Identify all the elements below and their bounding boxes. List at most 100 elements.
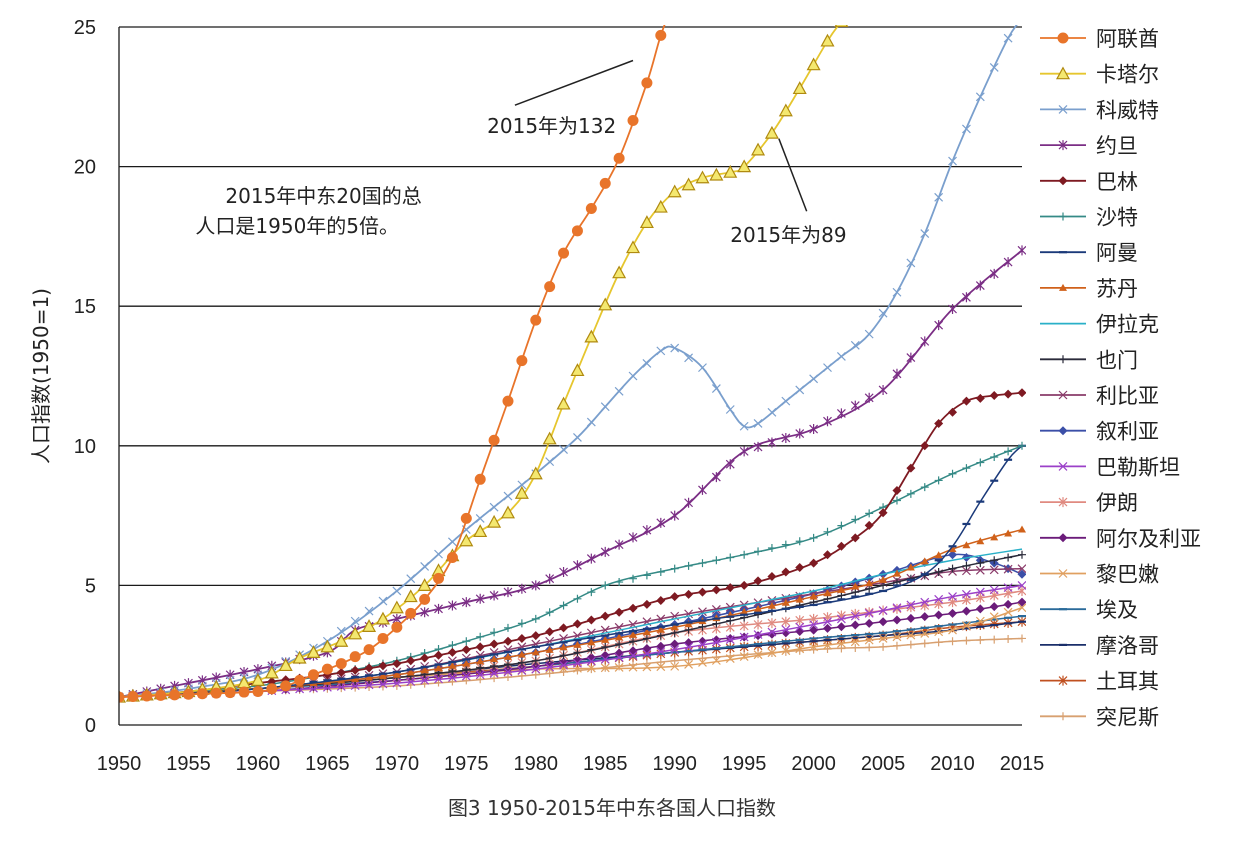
- data-point: [1003, 257, 1013, 268]
- data-point: [503, 660, 512, 669]
- data-point: [698, 658, 707, 667]
- data-point: [990, 556, 999, 565]
- data-point: [462, 637, 471, 646]
- legend-item: 土耳其: [1040, 670, 1159, 694]
- data-point: [823, 527, 832, 536]
- data-point: [460, 512, 472, 524]
- data-point: [920, 628, 930, 638]
- data-point: [892, 496, 901, 505]
- annotation-text: 2015年为89: [730, 223, 846, 247]
- data-point: [878, 384, 888, 395]
- data-point: [754, 547, 763, 556]
- data-point: [892, 287, 902, 297]
- data-point: [406, 677, 416, 687]
- data-point: [545, 573, 555, 584]
- data-point: [307, 669, 319, 681]
- data-point: [558, 247, 570, 259]
- data-point: [487, 514, 502, 528]
- data-point: [461, 671, 471, 681]
- data-point: [906, 258, 916, 268]
- data-point: [377, 632, 389, 644]
- data-point: [586, 656, 596, 666]
- legend-marker: [1058, 104, 1068, 114]
- legend-marker: [1058, 176, 1068, 186]
- data-point: [792, 81, 807, 95]
- data-point: [670, 639, 680, 649]
- data-point: [711, 604, 721, 614]
- data-point: [545, 627, 555, 637]
- legend-label: 黎巴嫩: [1096, 563, 1159, 587]
- y-tick-label: 25: [74, 17, 96, 39]
- data-point: [1018, 634, 1026, 643]
- legend-item: 黎巴嫩: [1040, 563, 1159, 587]
- data-point: [726, 553, 735, 562]
- data-point: [530, 314, 542, 326]
- data-point: [934, 638, 943, 647]
- data-point: [141, 690, 153, 702]
- legend-label: 科威特: [1096, 98, 1159, 122]
- legend: 阿联酋卡塔尔科威特约旦巴林沙特阿曼苏丹伊拉克也门利比亚叙利亚巴勒斯坦伊朗阿尔及利…: [1040, 27, 1201, 729]
- data-point: [447, 647, 457, 657]
- data-point: [836, 614, 846, 624]
- data-point: [559, 651, 568, 660]
- data-point: [975, 280, 985, 291]
- legend-label: 巴勒斯坦: [1096, 455, 1180, 479]
- data-point: [709, 167, 724, 181]
- data-point: [573, 658, 582, 668]
- data-point: [336, 626, 346, 636]
- data-point: [823, 623, 833, 633]
- data-point: [725, 583, 735, 593]
- data-point: [489, 639, 499, 649]
- data-point: [767, 627, 777, 637]
- data-point: [586, 417, 596, 427]
- data-point: [517, 583, 527, 594]
- data-point: [684, 353, 694, 363]
- data-point: [711, 656, 721, 665]
- legend-label: 摩洛哥: [1096, 634, 1159, 658]
- data-point: [572, 655, 582, 665]
- data-point: [823, 645, 832, 654]
- data-point: [865, 509, 874, 518]
- data-point: [753, 441, 763, 452]
- data-point: [573, 640, 582, 648]
- x-tick-label: 1975: [444, 753, 489, 775]
- data-point: [292, 650, 307, 664]
- data-point: [934, 627, 944, 637]
- data-point: [850, 620, 860, 630]
- data-point: [751, 142, 766, 156]
- legend-item: 巴林: [1040, 170, 1138, 194]
- annotations: 2015年为132 2015年为89 2015年中东20国的总人口是1950年的5倍…: [195, 59, 847, 247]
- data-point: [836, 352, 846, 361]
- data-point: [934, 192, 944, 202]
- data-point: [238, 686, 250, 698]
- data-point: [615, 640, 624, 649]
- data-point: [1017, 603, 1026, 613]
- data-point: [850, 611, 860, 621]
- data-point: [975, 616, 985, 626]
- data-point: [781, 646, 791, 656]
- data-point: [961, 396, 971, 406]
- data-point: [809, 620, 819, 629]
- data-point: [725, 459, 735, 470]
- data-point: [711, 472, 721, 483]
- data-point: [767, 437, 777, 448]
- data-point: [698, 654, 707, 663]
- data-point: [989, 268, 999, 279]
- data-point: [753, 419, 763, 428]
- data-point: [767, 596, 777, 605]
- data-point: [517, 619, 526, 628]
- legend-marker: [1058, 140, 1068, 151]
- axes: [118, 27, 1022, 726]
- data-point: [809, 592, 818, 600]
- x-tick-label: 1950: [97, 753, 142, 775]
- data-point: [948, 564, 957, 573]
- legend-label: 叙利亚: [1096, 420, 1159, 444]
- data-point: [823, 589, 832, 597]
- data-point: [378, 661, 388, 671]
- y-tick-label: 5: [85, 575, 96, 597]
- data-point: [476, 632, 485, 641]
- data-point: [615, 578, 624, 587]
- data-point: [503, 636, 513, 646]
- data-point: [489, 668, 499, 678]
- data-point: [490, 628, 499, 637]
